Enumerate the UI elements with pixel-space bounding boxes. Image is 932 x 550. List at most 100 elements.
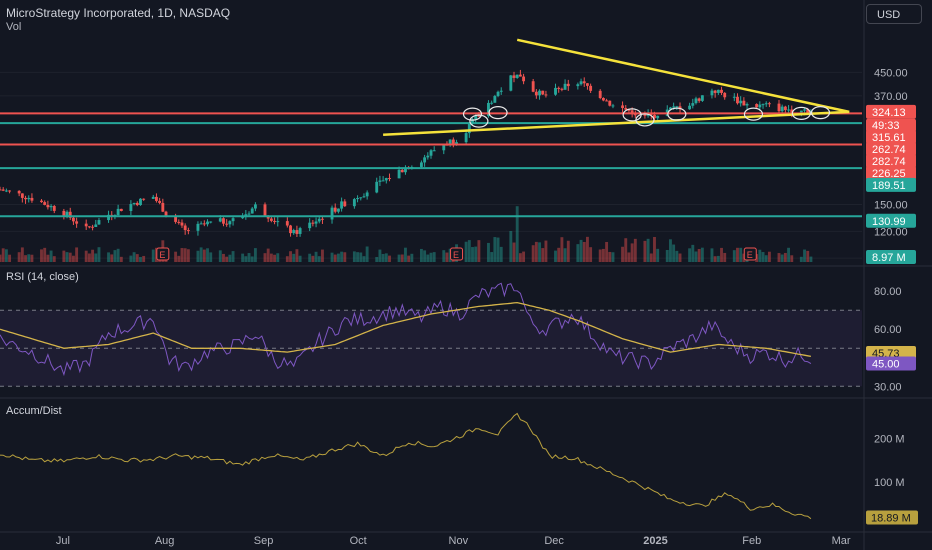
candle-body — [330, 207, 334, 220]
candle-body — [155, 196, 158, 201]
volume-bar — [601, 248, 605, 262]
candle-body — [116, 208, 120, 216]
candle-body — [196, 223, 200, 231]
candle-body — [672, 106, 676, 108]
candle-body — [688, 105, 692, 110]
candle-body — [783, 106, 787, 111]
candle-body — [601, 98, 605, 101]
volume-bar — [266, 248, 270, 262]
candle-body — [487, 102, 490, 117]
currency-button[interactable]: USD — [866, 4, 922, 24]
volume-bar — [330, 252, 334, 262]
earnings-icon-letter: E — [159, 250, 165, 260]
candle-body — [697, 98, 701, 101]
candle-body — [586, 83, 589, 86]
candle-body — [317, 218, 321, 222]
candle-body — [1, 189, 5, 191]
earnings-marker: E — [743, 247, 757, 261]
volume-bar — [633, 238, 637, 262]
candle-body — [340, 201, 344, 209]
candle-body — [554, 87, 557, 95]
candle-body — [589, 85, 593, 91]
candle-body — [490, 102, 494, 104]
candle-body — [471, 119, 474, 124]
candle-body — [46, 204, 50, 208]
candle-body — [522, 76, 526, 82]
volume-bar — [723, 252, 727, 262]
candle-body — [186, 230, 190, 232]
volume-bar — [611, 252, 615, 262]
candle-body — [375, 181, 379, 193]
volume-bar — [672, 244, 676, 262]
rsi-title: RSI (14, close) — [6, 271, 79, 283]
volume-bar — [75, 247, 79, 262]
ad-line — [0, 412, 812, 520]
volume-bar — [499, 246, 503, 262]
earnings-marker: E — [156, 247, 170, 261]
price-level-tag — [866, 165, 916, 180]
candle-body — [119, 208, 123, 211]
candle-body — [633, 114, 637, 116]
candle-body — [174, 215, 178, 222]
candle-body — [4, 190, 8, 192]
price-level-tag — [866, 153, 916, 168]
volume-bar — [378, 249, 382, 262]
candle-body — [397, 169, 401, 179]
volume-bar — [649, 253, 653, 262]
earnings-icon-letter: E — [453, 250, 459, 260]
candle-body — [365, 192, 369, 197]
volume-bar — [589, 247, 593, 262]
volume-bar — [783, 252, 787, 262]
candle-body — [107, 214, 110, 221]
candle-body — [496, 91, 500, 97]
candle-body — [139, 198, 142, 206]
candle-body — [52, 206, 56, 211]
annotation-ellipse — [635, 113, 655, 127]
candle-body — [423, 157, 427, 163]
candles — [0, 69, 813, 237]
volume-bar — [20, 247, 24, 262]
candle-body — [8, 190, 12, 192]
candle-body — [94, 224, 98, 228]
candle-body — [308, 222, 312, 229]
volume-bar — [419, 248, 423, 262]
volume-bar — [352, 251, 356, 262]
price-tick-label: 370.00 — [874, 91, 908, 103]
candle-body — [799, 110, 803, 113]
candle-body — [538, 90, 541, 96]
candle-body — [803, 109, 806, 111]
candle-body — [448, 139, 452, 145]
candle-body — [790, 109, 794, 113]
candle-body — [713, 90, 717, 93]
candle-body — [381, 180, 385, 182]
candle-body — [314, 221, 318, 224]
candle-body — [362, 196, 366, 198]
candle-body — [276, 221, 280, 223]
volume-bar — [49, 250, 53, 262]
volume-bar — [767, 251, 771, 262]
volume-bar — [30, 254, 34, 262]
rsi-band-fill — [0, 310, 862, 387]
volume-bar — [688, 248, 692, 262]
volume-bar — [777, 253, 781, 262]
volume-bar — [244, 256, 248, 262]
volume-bar — [493, 237, 497, 262]
rsi-last-label: 45.00 — [866, 356, 916, 371]
candle-body — [442, 144, 446, 151]
volume-bar — [720, 247, 723, 262]
trendline — [516, 38, 850, 114]
volume-bar — [68, 252, 72, 262]
volume-bar — [761, 252, 765, 262]
volume-bar — [423, 250, 427, 262]
volume-bar — [71, 255, 75, 262]
volume-bar — [384, 253, 388, 262]
price-tick-label: 450.00 — [874, 67, 908, 79]
volume-bar — [292, 253, 296, 262]
volume-bar — [806, 250, 810, 262]
volume-bar — [544, 240, 548, 262]
candle-body — [209, 221, 213, 223]
countdown-tag — [866, 118, 916, 132]
candle-body — [356, 198, 360, 200]
candle-body — [222, 218, 225, 224]
